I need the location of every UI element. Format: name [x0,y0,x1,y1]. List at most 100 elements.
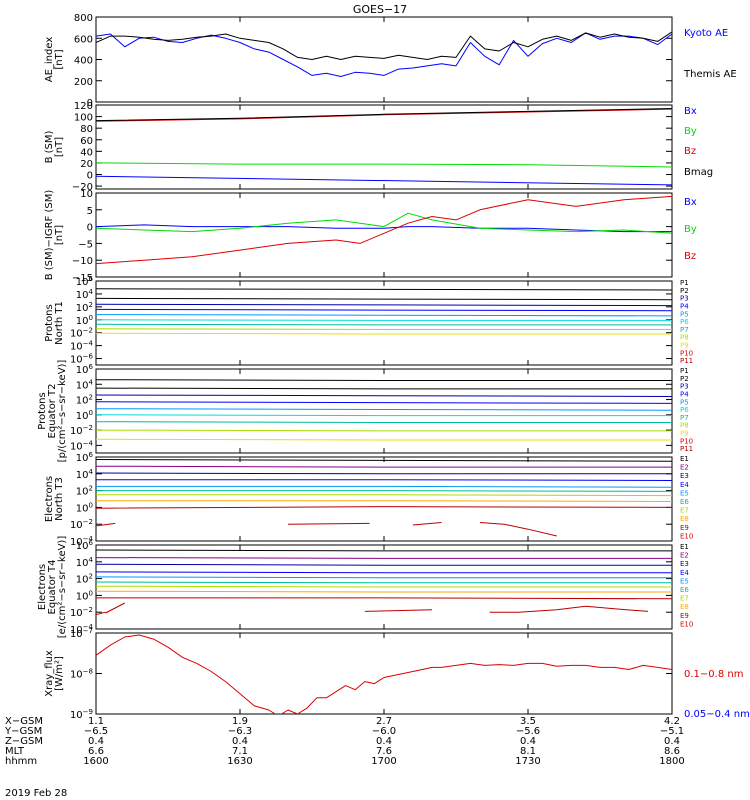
series-group [96,549,672,616]
legend-E10: E10 [680,620,693,628]
series-P4-line [96,401,672,404]
series-Bx-line [96,224,672,233]
y-axis-label: ElectronsEquator T4[e/(cm²−s−sr−keV)] [37,536,68,639]
x-row-value: 0.4 [664,736,680,747]
y-tick-label: 5 [87,206,93,217]
y-axis-label: ElectronsNorth T3 [44,476,65,522]
series-group [96,634,672,714]
series-E6-line [96,581,672,584]
x-row-label: Y−GSM [4,726,42,737]
series-segment [96,611,106,616]
x-row-value: −5.6 [516,726,540,737]
y-tick-label: 104 [76,378,94,391]
legend-P10: P10 [680,349,693,357]
legend-Bmag: Bmag [684,167,713,178]
legend-P5: P5 [680,398,689,406]
legend-P2: P2 [680,375,689,383]
y-tick-label: 600 [74,34,93,45]
y-tick-label: 10 [80,189,93,200]
y-axis-label: ProtonsEquator T2[p/(cm²−s−sr−keV)] [37,360,68,463]
y-tick-label: 120 [74,101,93,112]
plot-title: GOES−17 [353,3,407,16]
legend-ThemisAE: Themis AE [683,69,737,80]
series-group [96,31,672,77]
legend-P6: P6 [680,406,689,414]
y-tick-label: 0 [87,171,93,182]
legend-P3: P3 [680,295,689,303]
legend-P4: P4 [680,390,689,398]
legend-E8: E8 [680,515,689,523]
legend-E2: E2 [680,552,689,560]
series-P8-line [96,429,672,432]
legend-E5: E5 [680,489,689,497]
x-axis-labels: X−GSM 1.1 1.9 2.7 3.5 4.2 Y−GSM −6.5 −6.3 −6.0 −5.… [4,716,685,767]
series-group [96,379,672,441]
x-row-value: 7.6 [376,746,392,757]
y-tick-label: −20 [72,182,93,193]
legend-P3: P3 [680,383,689,391]
x-row-value: 0.4 [520,736,536,747]
series-P3-line [96,394,672,397]
series-group [96,108,672,186]
series-P3-line [96,303,672,307]
series-E4-line [96,479,672,481]
series-P1-line [96,288,672,291]
series-segment [412,522,442,526]
series-Bz-line [96,195,672,265]
x-row-value: 6.6 [88,746,104,757]
series-group [96,459,672,537]
x-row-value: 0.4 [376,736,392,747]
series-group [96,288,672,335]
series-E5-line [96,576,672,579]
x-row-value: 8.1 [520,746,536,757]
series-P7-line [96,421,672,423]
series-P7-line [96,323,672,326]
legend-P7: P7 [680,326,689,334]
series-E8-line [96,590,672,593]
series-0108nm-line [96,634,672,714]
series-segment [105,602,126,614]
y-tick-label: 100 [76,314,93,327]
date-label: 2019 Feb 28 [5,788,67,799]
series-P2-line [96,387,672,390]
series-ThemisAE-line [96,31,672,60]
series-segment [479,522,557,537]
series-P2-line [96,297,672,301]
series-segment [364,609,433,612]
legend-E7: E7 [680,595,689,603]
legend-Bx: Bx [684,197,697,208]
x-row-value: 3.5 [520,716,536,727]
legend-By: By [684,126,697,137]
x-row-value: −6.0 [372,726,396,737]
series-E1-line [96,459,672,462]
series-E3-line [96,563,672,566]
series-E9-line [96,597,672,600]
x-row-value: 1730 [515,756,540,767]
y-tick-label: 100 [76,589,93,602]
y-tick-label: 10−2 [70,327,93,340]
series-segment [489,605,649,613]
y-tick-label: 40 [80,147,93,158]
y-tick-label: 10−8 [70,668,93,681]
series-E2-line [96,465,672,468]
x-row-value: 0.4 [232,736,248,747]
x-row-value: 8.6 [664,746,680,757]
y-tick-label: 10−2 [70,424,93,437]
series-segment [96,522,116,527]
series-E3-line [96,472,672,475]
panel-frame [95,104,673,190]
series-E7-line [96,585,672,588]
series-E9-line [96,506,672,509]
legend-P6: P6 [680,318,689,326]
x-row-value: 2.7 [376,716,392,727]
legend-E6: E6 [680,498,689,506]
series-P5-line [96,314,672,317]
y-tick-label: 80 [80,124,93,135]
series-P9-line [96,332,672,335]
x-row-value: 1600 [83,756,108,767]
y-tick-label: 0 [87,223,93,234]
